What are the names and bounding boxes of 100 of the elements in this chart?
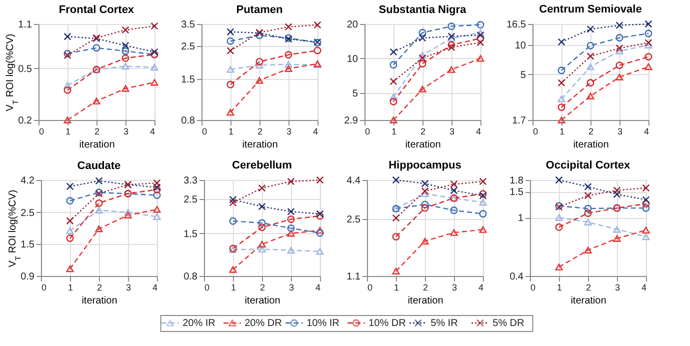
point xyxy=(555,176,563,184)
point xyxy=(390,48,398,56)
point xyxy=(258,224,266,232)
point xyxy=(153,179,161,187)
point xyxy=(122,47,130,55)
y-tick-label: 1.1 xyxy=(346,272,361,282)
point xyxy=(421,238,429,244)
point xyxy=(95,225,103,232)
point xyxy=(258,240,266,248)
x-tick-label: 3 xyxy=(452,282,457,292)
x-tick-label: 4 xyxy=(312,126,318,136)
point xyxy=(258,246,266,252)
chart-title: Centrum Semiovale xyxy=(539,3,642,16)
point xyxy=(256,77,264,84)
x-tick-label: 4 xyxy=(478,282,484,292)
point xyxy=(316,226,324,234)
point xyxy=(476,38,484,46)
point xyxy=(150,48,158,56)
point xyxy=(153,213,161,220)
point xyxy=(613,186,621,194)
point xyxy=(418,54,426,62)
point xyxy=(284,61,292,68)
point xyxy=(642,233,650,240)
point xyxy=(584,209,592,217)
point xyxy=(316,248,324,255)
point xyxy=(448,41,456,49)
x-tick-label: 2 xyxy=(96,282,102,292)
x-tick-label: 1 xyxy=(228,126,234,136)
point xyxy=(287,224,295,232)
x-tick-label: 3 xyxy=(123,126,128,136)
y-tick-label: 1 xyxy=(518,213,524,224)
point xyxy=(122,54,130,62)
x-tick-label: 0 xyxy=(38,126,44,136)
point xyxy=(229,198,237,206)
point xyxy=(392,232,400,240)
y-tick-label: 2.5 xyxy=(346,214,361,226)
y-tick-label: 0.8 xyxy=(184,272,198,282)
x-tick-label: 4 xyxy=(644,126,649,136)
point xyxy=(479,210,487,218)
point xyxy=(476,55,484,62)
point xyxy=(287,208,295,216)
point xyxy=(122,62,130,70)
point xyxy=(448,66,456,73)
point xyxy=(642,184,650,192)
point xyxy=(616,62,624,70)
point xyxy=(644,30,652,38)
point xyxy=(95,177,103,185)
point xyxy=(586,42,594,50)
x-tick-label: 2 xyxy=(588,126,594,136)
point xyxy=(150,22,158,30)
point xyxy=(476,31,484,39)
point xyxy=(153,206,161,213)
x-tick-label: 1 xyxy=(559,126,564,136)
point xyxy=(284,51,292,59)
point xyxy=(390,94,398,100)
point xyxy=(124,208,132,216)
point xyxy=(586,25,594,33)
y-tick-label: 2.5 xyxy=(20,208,35,219)
x-tick-label: 0 xyxy=(532,126,538,136)
x-tick-label: 1 xyxy=(65,126,70,136)
point xyxy=(476,20,484,29)
point xyxy=(226,66,234,73)
point xyxy=(450,180,458,188)
x-axis-title: iteration xyxy=(82,296,118,306)
point xyxy=(390,78,398,86)
legend-label: 5% IR xyxy=(430,318,458,329)
y-tick-label: 5 xyxy=(352,88,358,100)
point xyxy=(616,22,624,30)
point xyxy=(418,86,426,92)
x-axis-title: iteration xyxy=(79,140,115,150)
point xyxy=(226,46,234,55)
x-tick-label: 3 xyxy=(286,126,292,136)
point xyxy=(421,204,429,212)
point xyxy=(616,74,624,80)
x-tick-label: 2 xyxy=(420,126,426,136)
point xyxy=(287,178,295,186)
x-tick-label: 0 xyxy=(202,126,207,136)
legend-label: 5% DR xyxy=(492,318,524,329)
legend-label: 10% DR xyxy=(368,318,406,329)
chart-title: Occipital Cortex xyxy=(546,159,632,172)
point xyxy=(66,217,74,225)
x-tick-label: 0 xyxy=(41,282,46,292)
point xyxy=(644,38,652,46)
y-tick-label: 1.5 xyxy=(510,187,524,198)
point xyxy=(555,214,563,221)
point xyxy=(421,200,429,208)
point xyxy=(448,22,456,30)
x-tick-label: 1 xyxy=(391,126,396,136)
x-tick-label: 3 xyxy=(449,126,454,136)
x-tick-label: 3 xyxy=(617,126,622,136)
y-tick-label: 3.5 xyxy=(181,20,196,30)
point xyxy=(92,44,100,52)
y-tick-label: 3.3 xyxy=(184,176,198,186)
point xyxy=(153,191,161,199)
point xyxy=(421,190,429,198)
y-tick-label: 5 xyxy=(520,70,526,81)
point xyxy=(558,66,566,74)
point xyxy=(616,44,624,52)
y-tick-label: 0.5 xyxy=(18,64,32,75)
point xyxy=(66,227,74,234)
